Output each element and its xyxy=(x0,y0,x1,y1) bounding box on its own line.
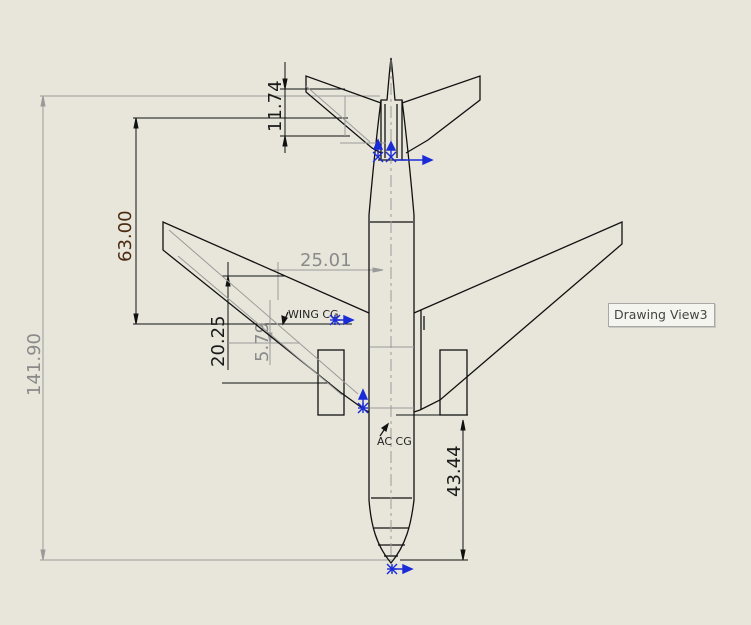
leader-ac-cg xyxy=(379,422,390,437)
dimension-label-overall-length[interactable]: 141.90 xyxy=(24,333,45,396)
dimension-label-wing-cg-chord[interactable]: 20.25 xyxy=(208,315,229,367)
dimension-overall-length[interactable] xyxy=(40,95,390,561)
note-wing-cg[interactable]: WING CG xyxy=(288,308,339,321)
cg-marker-ac[interactable] xyxy=(357,388,369,414)
right-wing xyxy=(413,221,623,413)
leader-wing-cg xyxy=(281,311,289,326)
origin-marker[interactable] xyxy=(386,563,414,575)
dimension-label-ac-cg[interactable]: 43.44 xyxy=(444,445,465,497)
dimension-wing-cg-offset[interactable] xyxy=(270,262,384,300)
aircraft-outline xyxy=(162,57,623,565)
construction-lines xyxy=(168,85,414,409)
note-ac-cg[interactable]: AC CG xyxy=(377,435,412,448)
right-engine xyxy=(439,349,468,416)
right-stabilizer xyxy=(401,75,481,154)
cg-marker-tail[interactable] xyxy=(372,138,434,166)
cg-marker-wing[interactable] xyxy=(329,314,355,326)
dimension-label-tail-root[interactable]: 11.74 xyxy=(265,80,286,132)
view-tooltip[interactable]: Drawing View3 xyxy=(608,303,715,327)
dimension-label-wing-cg-offset[interactable]: 25.01 xyxy=(300,250,352,271)
dimension-label-wing-span[interactable]: 63.00 xyxy=(115,210,136,262)
dimension-tail-root[interactable] xyxy=(280,62,350,153)
dimension-wing-span[interactable] xyxy=(133,117,352,325)
